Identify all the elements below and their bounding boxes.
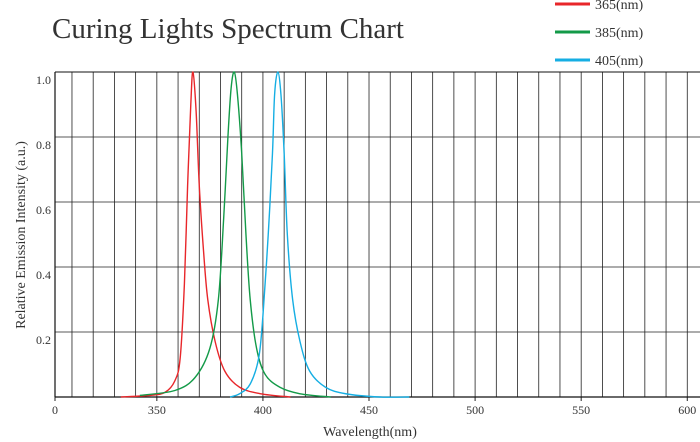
x-tick-label: 350 — [148, 403, 166, 417]
line-series — [139, 71, 331, 398]
x-axis-label: Wavelength(nm) — [323, 425, 417, 440]
line-series — [229, 71, 410, 398]
y-tick-label: 1.0 — [36, 73, 51, 87]
line-series — [120, 71, 291, 398]
x-tick-label: 600 — [678, 403, 696, 417]
y-tick-label: 0.8 — [36, 138, 51, 152]
x-tick-label: 550 — [572, 403, 590, 417]
legend-label: 365(nm) — [595, 0, 644, 13]
x-tick-label: 450 — [360, 403, 378, 417]
y-axis-label: Relative Emission Intensity (a.u.) — [14, 141, 29, 329]
y-tick-label: 0.6 — [36, 203, 51, 217]
chart-title: Curing Lights Spectrum Chart — [52, 13, 404, 45]
x-tick-label: 400 — [254, 403, 272, 417]
legend-label: 405(nm) — [595, 54, 644, 69]
x-tick-label: 500 — [466, 403, 484, 417]
legend-label: 385(nm) — [595, 26, 644, 41]
y-tick-label: 0.2 — [36, 333, 51, 347]
x-tick-label: 0 — [52, 403, 58, 417]
y-tick-label: 0.4 — [36, 268, 51, 282]
